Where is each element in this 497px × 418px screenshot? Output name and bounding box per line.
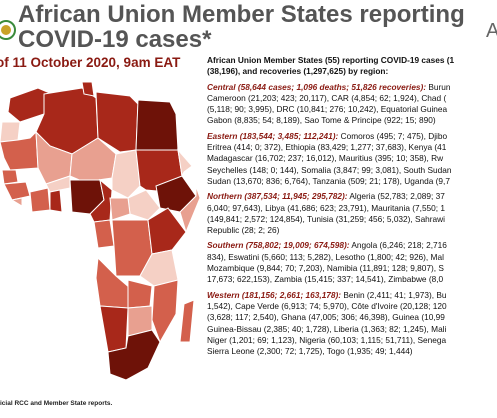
africa-choropleth-map [0, 80, 201, 390]
region-line: Sierra Leone (2,300; 72; 1,725), Togo (1… [207, 346, 413, 357]
region-first-line: Western (181,156; 2,661; 163,178): Benin… [207, 290, 497, 301]
map-region-madagascar [179, 299, 195, 343]
region-first-line: Northern (387,534; 11,945; 295,782): Alg… [207, 191, 497, 202]
map-region-egypt [135, 99, 179, 151]
region-line: (149,841; 2,572; 124,854), Tunisia (31,2… [207, 213, 446, 224]
region-heading: Southern (758,802; 19,009; 674,598): [207, 240, 350, 251]
region-first-line-text: Burun [426, 81, 451, 92]
region-line: 834), Eswatini (5,660; 113; 5,282), Leso… [207, 251, 444, 262]
au-emblem-icon [0, 12, 16, 48]
region-southern: Southern (758,802; 19,009; 674,598): Ang… [207, 240, 497, 285]
region-line: Mozambique (9,844; 70; 7,203), Namibia (… [207, 263, 444, 274]
region-heading: Central (58,644 cases; 1,096 deaths; 51,… [207, 81, 427, 92]
region-heading: Eastern (183,544; 3,485; 112,241): [207, 130, 339, 141]
region-line: (3,628; 117; 2,540), Ghana (47,005; 306;… [207, 312, 445, 323]
map-region-somalia [179, 185, 201, 234]
map-region-south-africa [107, 329, 161, 381]
region-first-line-text: Angola (6,246; 218; 2,716 [349, 240, 447, 251]
map-region-namibia [99, 305, 129, 353]
region-first-line: Central (58,644 cases; 1,096 deaths; 51,… [207, 82, 497, 93]
region-line: Sudan (13,670; 836; 6,764), Tanzania (50… [207, 175, 450, 186]
region-line: Guinea-Bissau (2,385; 40; 1,728), Liberi… [207, 323, 447, 334]
map-region-gabon-congo [93, 219, 115, 249]
map-region-senegal [1, 169, 19, 185]
map-region-sierra-leone [10, 197, 23, 207]
corner-logo-fragment: A [486, 20, 497, 42]
report-date: of 11 October 2020, 9am EAT [0, 55, 181, 70]
region-first-line-text: Comoros (495; 7; 475), Djibo [338, 130, 448, 141]
region-line: Republic (28; 2; 26) [207, 225, 280, 236]
region-first-line: Southern (758,802; 19,009; 674,598): Ang… [207, 240, 497, 251]
report-intro: African Union Member States (55) reporti… [207, 55, 497, 78]
title-line-1: African Union Member States reporting [18, 1, 465, 28]
map-region-uganda-kenya [147, 207, 187, 255]
intro-line: (38,196), and recoveries (1,297,625) by … [207, 66, 389, 77]
source-note: icial RCC and Member State reports. [0, 400, 113, 407]
region-line: Seychelles (148; 0; 144), Somalia (3,847… [207, 164, 452, 175]
region-northern: Northern (387,534; 11,945; 295,782): Alg… [207, 191, 497, 236]
map-region-tunisia [81, 81, 95, 97]
map-region-mozambique [151, 279, 179, 344]
region-first-line: Eastern (183,544; 3,485; 112,241): Comor… [207, 131, 497, 142]
title-line-2: COVID-19 cases* [18, 26, 212, 53]
regional-report: African Union Member States (55) reporti… [207, 55, 497, 357]
region-eastern: Eastern (183,544; 3,485; 112,241): Comor… [207, 131, 497, 187]
region-heading: Northern (387,534; 11,945; 295,782): [207, 191, 348, 202]
region-first-line-text: Algeria (52,783; 2,089; 37 [347, 191, 445, 202]
map-region-car [109, 197, 131, 221]
region-line: 6,040; 97,643), Libya (41,686; 623; 23,7… [207, 202, 446, 213]
map-region-ghana [49, 189, 63, 213]
page-title: African Union Member States reporting CO… [18, 2, 488, 52]
map-region-zambia [127, 279, 153, 309]
region-line: 17,673; 622,153), Zambia (15,415; 337; 1… [207, 274, 444, 285]
map-region-guinea [3, 181, 31, 201]
region-western: Western (181,156; 2,661; 163,178): Benin… [207, 290, 497, 358]
region-line: Madagascar (16,702; 237; 16,012), Maurit… [207, 153, 444, 164]
region-first-line-text: Benin (2,411; 41; 1,973), Bu [341, 289, 447, 300]
intro-line: African Union Member States (55) reporti… [207, 55, 455, 65]
region-line: Gabon (8,835; 54; 8,189), Sao Tome & Pri… [207, 115, 436, 126]
region-line: 1,542), Cape Verde (6,913; 74; 5,970), C… [207, 300, 447, 311]
region-line: (5,118; 90; 3,995), DRC (10,841; 276; 10… [207, 104, 448, 115]
map-region-western-sahara [0, 121, 21, 143]
region-line: Eritrea (414; 0; 372), Ethiopia (83,429;… [207, 142, 447, 153]
region-line: Cameroon (21,203; 423; 20,117), CAR (4,8… [207, 92, 447, 103]
region-heading: Western (181,156; 2,661; 163,178): [207, 289, 342, 300]
region-central: Central (58,644 cases; 1,096 deaths; 51,… [207, 82, 497, 127]
map-region-cote-divoire [29, 187, 51, 213]
region-line: Niger (1,201; 69; 1,123), Nigeria (60,10… [207, 334, 447, 345]
map-region-eritrea [177, 148, 193, 178]
map-region-chad [111, 149, 141, 199]
